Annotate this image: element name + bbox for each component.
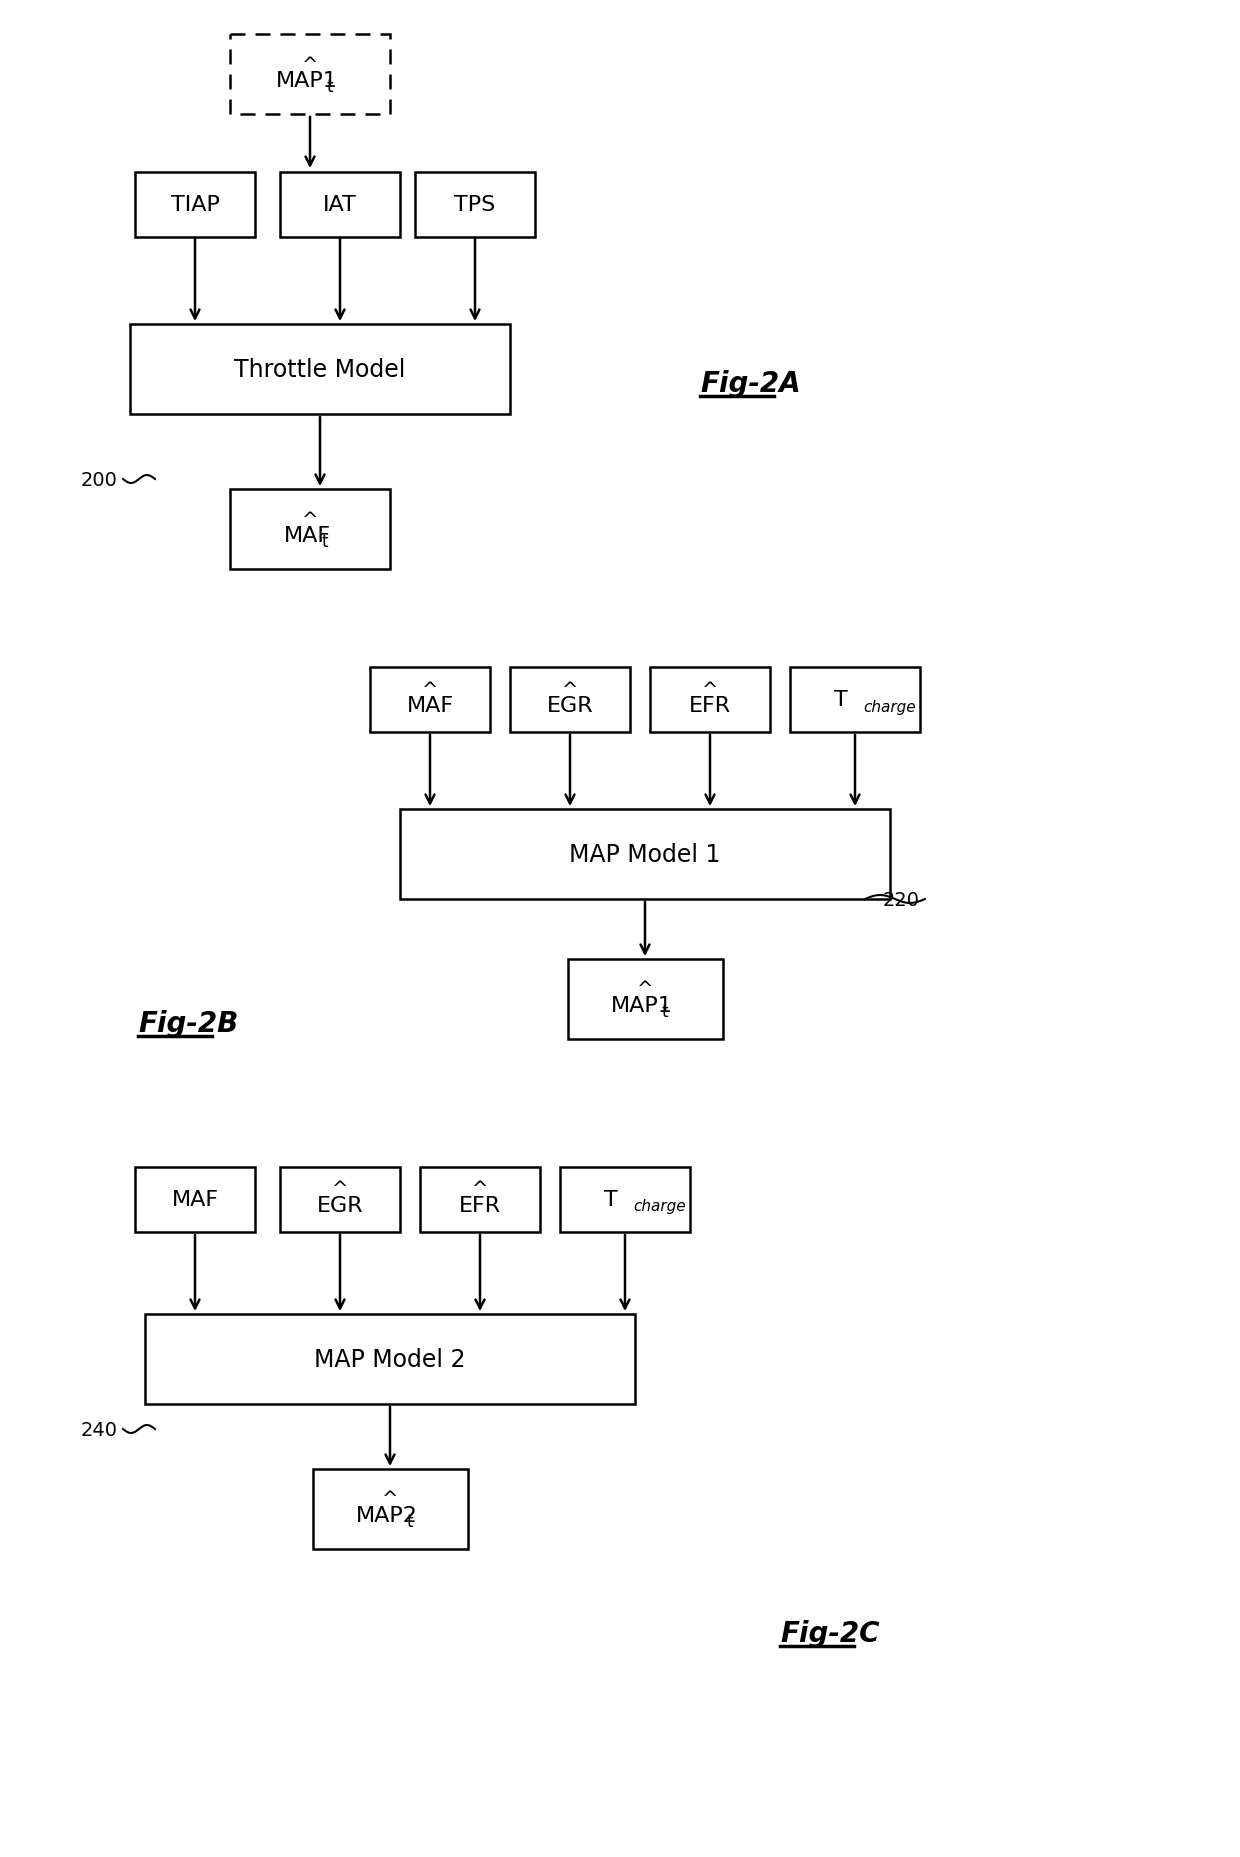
Text: ^: ^ — [562, 680, 578, 698]
Text: charge: charge — [863, 698, 915, 715]
Text: charge: charge — [632, 1200, 686, 1214]
Bar — [560, 1166, 689, 1231]
Text: ^: ^ — [702, 680, 718, 698]
Text: EGR: EGR — [316, 1196, 363, 1214]
Bar — [280, 1166, 401, 1231]
Text: t: t — [662, 1003, 668, 1021]
Text: MAF: MAF — [407, 696, 454, 715]
Text: MAP Model 1: MAP Model 1 — [569, 843, 720, 867]
Text: ^: ^ — [422, 680, 438, 698]
Text: ^: ^ — [382, 1489, 398, 1508]
Bar — [312, 1469, 467, 1549]
Bar — [130, 325, 510, 414]
Text: 200: 200 — [81, 470, 118, 488]
Bar — [401, 810, 890, 899]
Bar — [568, 960, 723, 1040]
Bar — [229, 35, 391, 115]
Text: MAP1: MAP1 — [611, 995, 673, 1016]
Text: ^: ^ — [471, 1179, 489, 1200]
Text: Fig-2A: Fig-2A — [701, 370, 801, 397]
Text: MAF: MAF — [171, 1188, 218, 1209]
Text: Fig-2C: Fig-2C — [780, 1619, 879, 1647]
Bar — [415, 173, 534, 238]
Text: ^: ^ — [301, 56, 319, 74]
Text: MAP1: MAP1 — [277, 71, 339, 91]
Bar — [229, 490, 391, 570]
Text: t: t — [327, 78, 334, 97]
Text: MAP Model 2: MAP Model 2 — [314, 1348, 466, 1370]
Text: ^: ^ — [637, 980, 653, 999]
Text: EFR: EFR — [689, 696, 732, 715]
Text: TPS: TPS — [454, 195, 496, 215]
Text: EGR: EGR — [547, 696, 593, 715]
Text: 220: 220 — [883, 890, 920, 910]
Bar — [790, 667, 920, 732]
Text: IAT: IAT — [324, 195, 357, 215]
Text: T: T — [604, 1188, 618, 1209]
Text: t: t — [321, 533, 329, 552]
Bar — [370, 667, 490, 732]
Bar — [510, 667, 630, 732]
Text: T: T — [835, 689, 848, 709]
Bar — [135, 173, 255, 238]
Text: t: t — [407, 1512, 413, 1530]
Text: MAP2: MAP2 — [356, 1506, 418, 1525]
Text: 240: 240 — [81, 1421, 118, 1439]
Bar — [135, 1166, 255, 1231]
Text: Throttle Model: Throttle Model — [234, 358, 405, 383]
Text: ^: ^ — [301, 511, 319, 529]
Text: ^: ^ — [332, 1179, 348, 1200]
Text: MAF: MAF — [284, 526, 331, 546]
Bar — [145, 1315, 635, 1404]
Text: EFR: EFR — [459, 1196, 501, 1214]
Text: Fig-2B: Fig-2B — [138, 1010, 238, 1038]
Bar — [420, 1166, 539, 1231]
Bar — [650, 667, 770, 732]
Text: TIAP: TIAP — [171, 195, 219, 215]
Bar — [280, 173, 401, 238]
